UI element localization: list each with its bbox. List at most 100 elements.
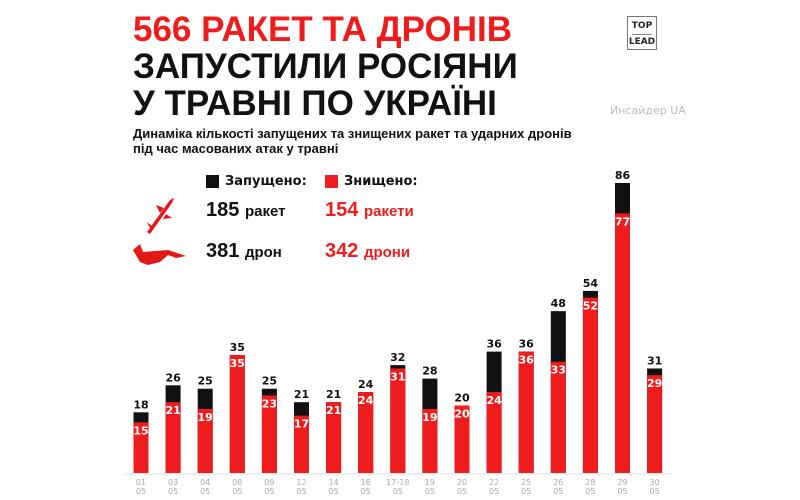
label-destroyed: 36 xyxy=(519,354,535,367)
label-destroyed: 52 xyxy=(583,300,598,313)
bar-destroyed xyxy=(133,422,149,473)
subtitle-line-2: під час масованих атак у травні xyxy=(133,141,339,156)
x-tick-label: 14 xyxy=(329,478,339,487)
label-launched: 18 xyxy=(133,398,148,411)
legend-swatch-destroyed xyxy=(325,175,338,188)
bar-destroyed xyxy=(582,297,598,473)
logo-bottom: LEAD xyxy=(628,37,656,47)
missiles-destroyed-value: 154 xyxy=(325,199,359,221)
x-tick-label: 20 xyxy=(457,478,467,487)
drones-destroyed-unit: дрони xyxy=(363,244,411,261)
label-destroyed: 15 xyxy=(133,424,148,437)
label-destroyed: 35 xyxy=(230,357,245,370)
bar-destroyed xyxy=(422,408,438,473)
x-tick-label: 12 xyxy=(296,478,306,487)
title-line-1: 566 РАКЕТ ТА ДРОНІВ xyxy=(133,10,512,49)
missiles-launched-value: 185 xyxy=(206,199,240,221)
label-launched: 25 xyxy=(198,375,213,388)
bar-destroyed xyxy=(486,392,502,473)
x-tick-label: 05 xyxy=(264,487,274,496)
x-tick-label: 22 xyxy=(489,478,499,487)
x-tick-label: 05 xyxy=(232,487,242,496)
label-destroyed: 20 xyxy=(454,408,470,421)
title-line-3: У ТРАВНІ ПО УКРАЇНІ xyxy=(133,84,497,123)
label-launched: 54 xyxy=(583,277,599,290)
x-tick-label: 05 xyxy=(425,487,435,496)
drone-icon xyxy=(133,244,186,265)
label-launched: 48 xyxy=(551,297,566,310)
label-destroyed: 17 xyxy=(294,418,309,431)
legend-label-destroyed: Знищено: xyxy=(344,174,418,189)
label-destroyed: 21 xyxy=(165,404,180,417)
missiles-destroyed: 154 ракети xyxy=(325,199,414,222)
x-tick-label: 09 xyxy=(264,478,274,487)
drones-launched-value: 381 xyxy=(206,240,240,262)
legend-launched: Запущено: xyxy=(206,174,307,189)
bar-destroyed xyxy=(229,354,245,473)
missiles-launched: 185 ракет xyxy=(206,199,285,222)
label-launched: 21 xyxy=(294,388,309,401)
x-tick-label: 05 xyxy=(650,487,660,496)
label-destroyed: 31 xyxy=(390,370,405,383)
label-launched: 21 xyxy=(326,388,341,401)
title-line-2: ЗАПУСТИЛИ РОСІЯНИ xyxy=(133,47,518,86)
bar-destroyed xyxy=(550,361,566,473)
label-launched: 25 xyxy=(262,375,277,388)
drones-destroyed-value: 342 xyxy=(325,240,359,262)
x-tick-label: 05 xyxy=(329,487,339,496)
bar-destroyed xyxy=(326,402,342,473)
label-destroyed: 33 xyxy=(551,364,566,377)
label-launched: 32 xyxy=(390,351,405,364)
x-tick-label: 30 xyxy=(650,478,660,487)
label-destroyed: 19 xyxy=(422,411,437,424)
x-tick-label: 19 xyxy=(425,478,435,487)
x-tick-label: 08 xyxy=(232,478,242,487)
x-tick-label: 03 xyxy=(168,478,178,487)
label-destroyed: 24 xyxy=(358,394,374,407)
drones-destroyed: 342 дрони xyxy=(325,240,410,263)
legend-swatch-launched xyxy=(206,175,219,188)
label-launched: 86 xyxy=(615,169,631,182)
x-tick-label: 05 xyxy=(585,487,595,496)
x-tick-label: 25 xyxy=(521,478,531,487)
bar-destroyed xyxy=(390,368,406,473)
logo-top: TOP xyxy=(631,21,653,31)
x-tick-label: 16 xyxy=(361,478,371,487)
missile-icon xyxy=(147,198,174,234)
label-destroyed: 77 xyxy=(615,215,630,228)
label-launched: 36 xyxy=(486,338,502,351)
x-tick-label: 05 xyxy=(168,487,178,496)
missiles-launched-unit: ракет xyxy=(244,203,286,220)
label-destroyed: 29 xyxy=(647,377,662,390)
x-tick-label: 17-18 xyxy=(386,478,409,487)
x-tick-label: 05 xyxy=(200,487,210,496)
bar-destroyed xyxy=(294,415,309,473)
bar-destroyed xyxy=(197,408,213,473)
logo: TOP LEAD xyxy=(627,16,657,50)
x-tick-label: 05 xyxy=(489,487,499,496)
x-tick-label: 29 xyxy=(617,478,627,487)
x-tick-label: 04 xyxy=(200,478,210,487)
x-tick-label: 05 xyxy=(361,487,371,496)
bar-destroyed xyxy=(261,395,277,473)
legend-destroyed: Знищено: xyxy=(325,174,418,189)
drones-launched-unit: дрон xyxy=(244,244,282,261)
bar-destroyed xyxy=(647,375,663,473)
x-tick-label: 05 xyxy=(553,487,563,496)
bar-destroyed xyxy=(454,405,470,473)
label-launched: 31 xyxy=(647,354,662,367)
